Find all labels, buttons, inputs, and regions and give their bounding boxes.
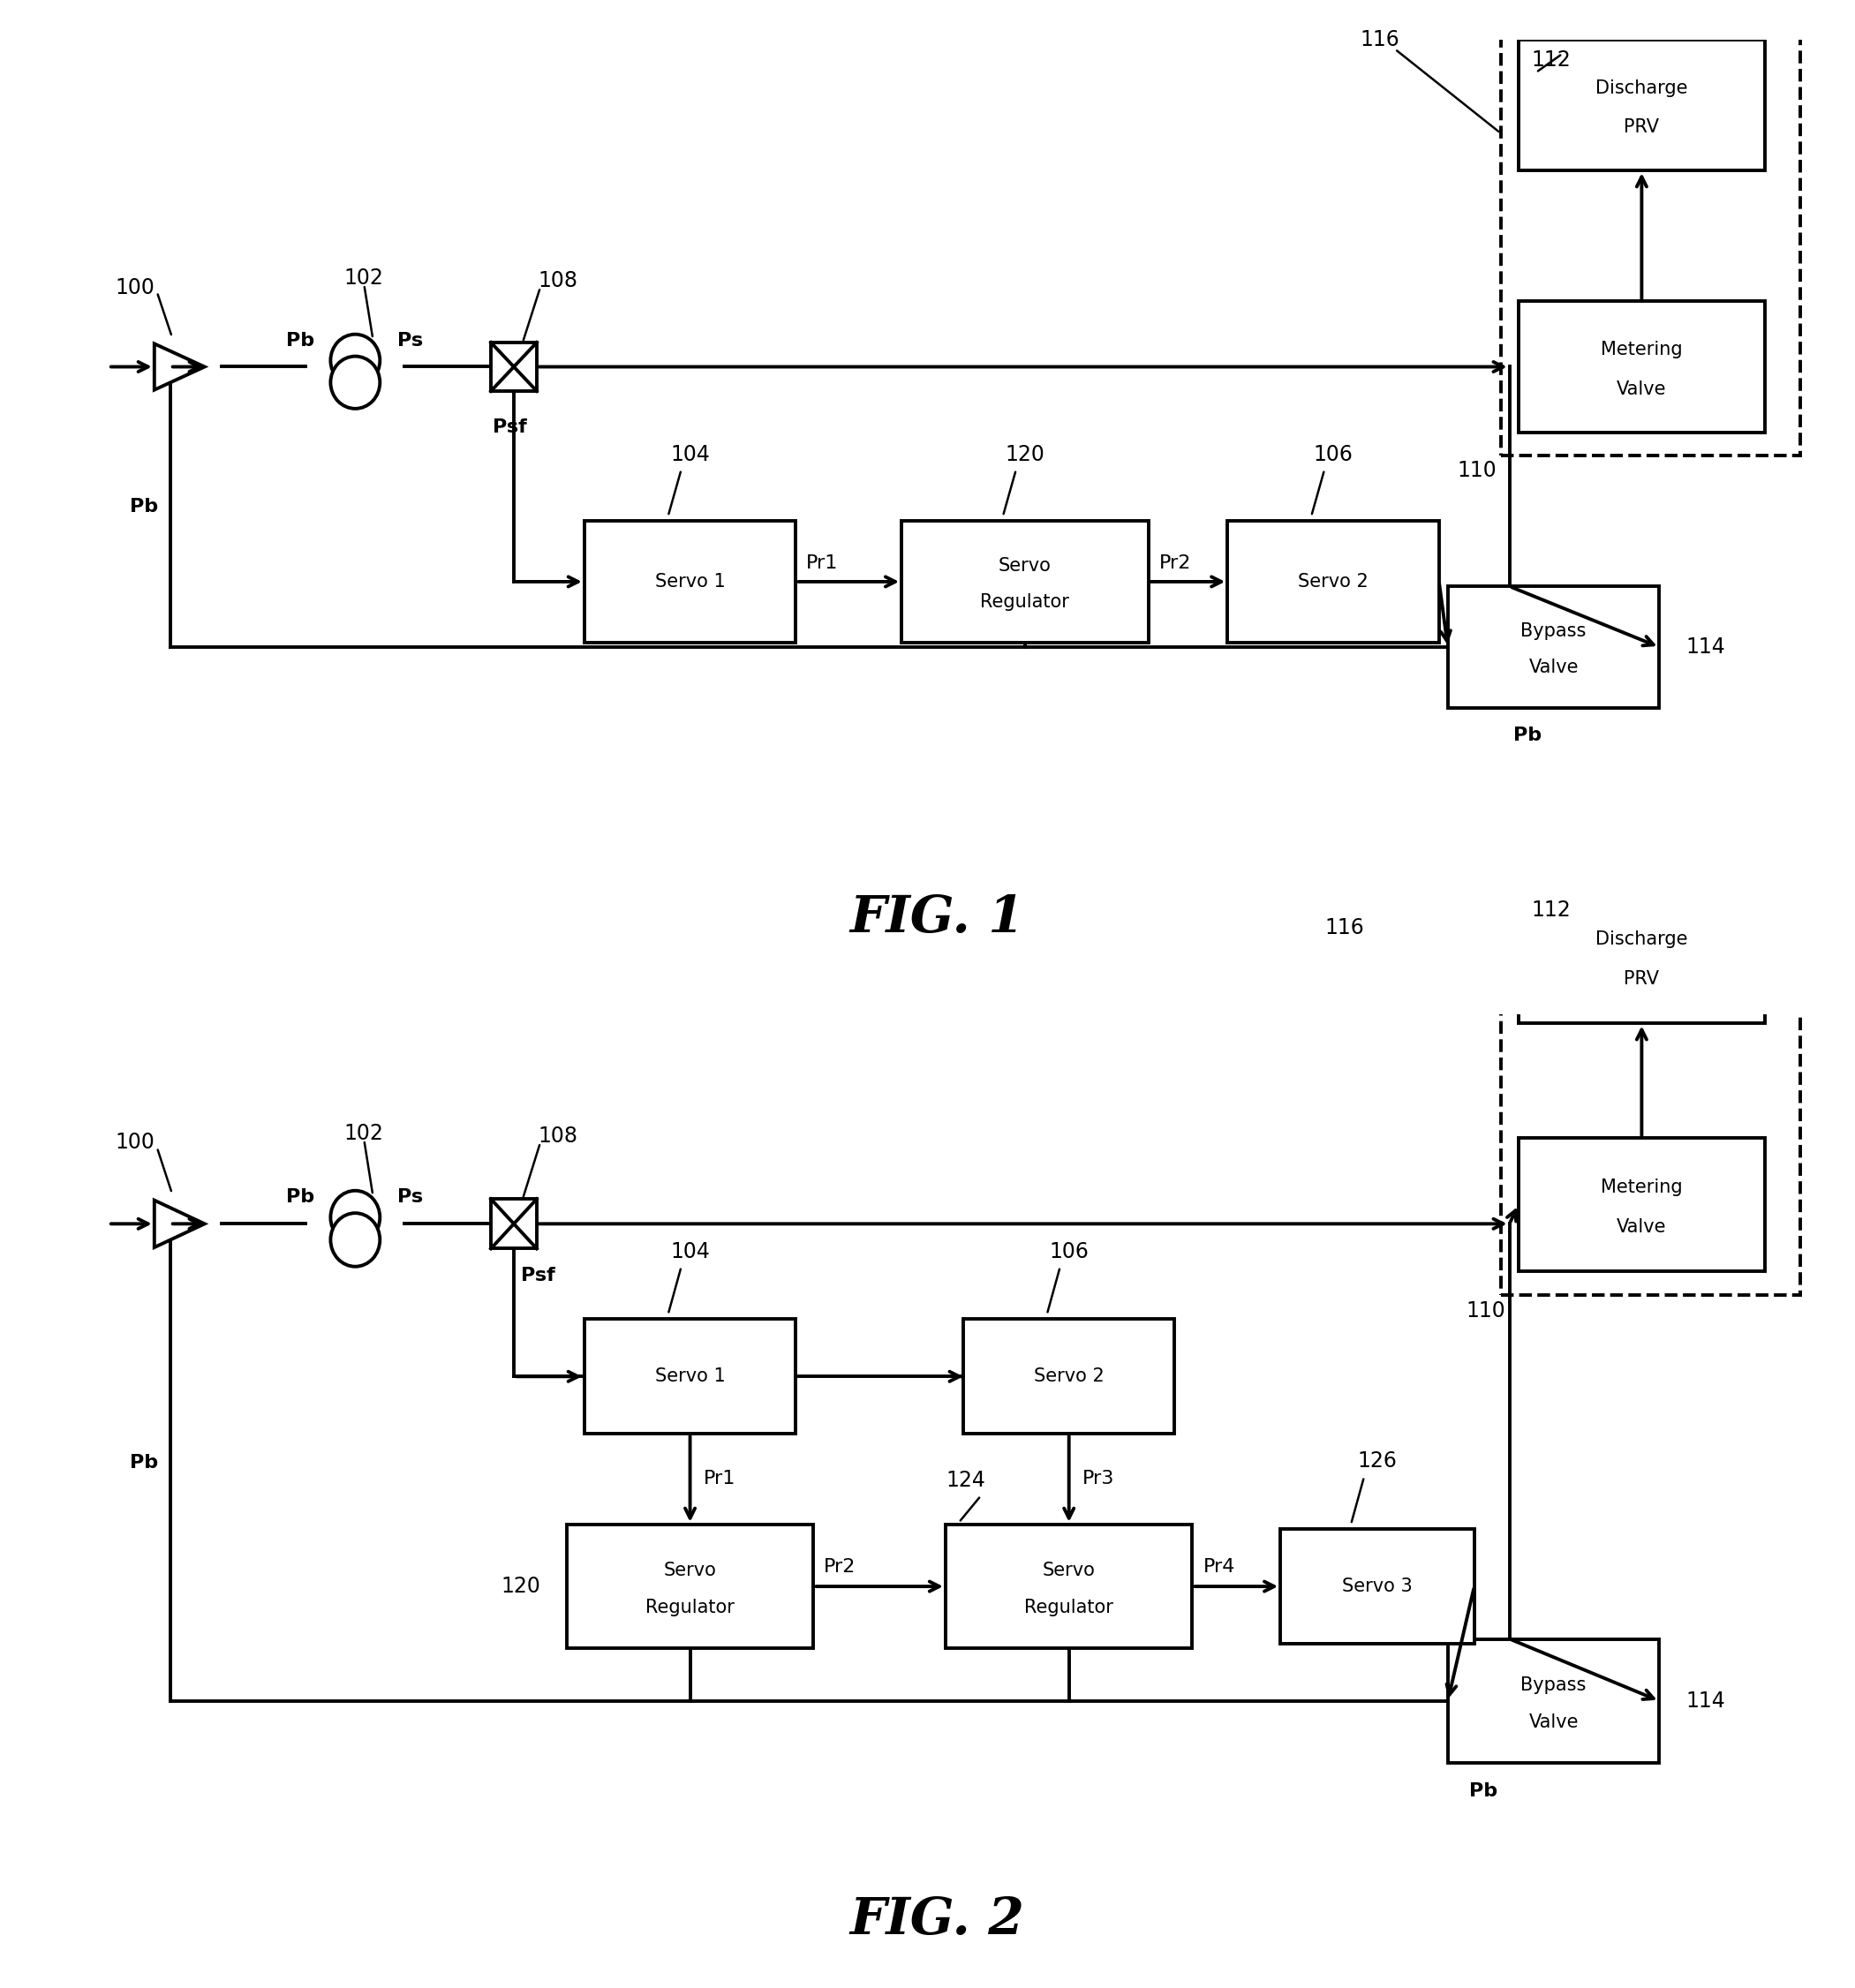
Text: Discharge: Discharge [1595, 80, 1688, 97]
Text: 100: 100 [115, 276, 154, 298]
Text: Discharge: Discharge [1595, 930, 1688, 948]
Circle shape [330, 356, 380, 410]
Bar [492, 342, 536, 392]
Text: Regulator: Regulator [979, 594, 1070, 610]
Text: Servo: Servo [664, 1561, 716, 1578]
Bar [1449, 1638, 1660, 1763]
Text: Ps: Ps [397, 1189, 423, 1207]
Text: Valve: Valve [1529, 658, 1579, 676]
Bar [1519, 891, 1766, 1024]
Text: Pb: Pb [1514, 726, 1542, 744]
Text: Pr3: Pr3 [1081, 1471, 1115, 1487]
Text: FIG. 2: FIG. 2 [850, 1895, 1024, 1946]
Text: Pr2: Pr2 [824, 1559, 857, 1576]
Text: 104: 104 [670, 443, 710, 465]
Text: PRV: PRV [1623, 119, 1660, 137]
Bar [1519, 40, 1766, 171]
Text: Metering: Metering [1601, 342, 1682, 358]
Text: Pr1: Pr1 [703, 1471, 735, 1487]
Text: 116: 116 [1324, 916, 1363, 938]
Text: Servo 3: Servo 3 [1343, 1578, 1412, 1594]
Bar [584, 1320, 796, 1433]
Bar [1519, 302, 1766, 431]
Bar [946, 1525, 1193, 1648]
Text: Metering: Metering [1601, 1179, 1682, 1197]
Text: Psf: Psf [521, 1266, 555, 1284]
Text: 116: 116 [1360, 30, 1399, 50]
Text: 104: 104 [670, 1241, 710, 1262]
Polygon shape [154, 344, 204, 390]
Text: Pb: Pb [286, 332, 315, 350]
Text: 108: 108 [538, 270, 577, 292]
Text: 106: 106 [1313, 443, 1352, 465]
Text: 110: 110 [1465, 1300, 1504, 1322]
Text: Pr4: Pr4 [1202, 1559, 1235, 1576]
Text: 126: 126 [1358, 1451, 1397, 1471]
Text: 102: 102 [345, 268, 384, 288]
Bar [1519, 1137, 1766, 1272]
Text: 100: 100 [115, 1131, 154, 1153]
Text: Servo 1: Servo 1 [655, 573, 725, 590]
Text: 112: 112 [1532, 50, 1571, 70]
Text: Servo 2: Servo 2 [1298, 573, 1369, 590]
Text: Regulator: Regulator [646, 1598, 735, 1616]
Text: 120: 120 [501, 1576, 540, 1596]
Circle shape [330, 334, 380, 386]
Bar [902, 521, 1148, 642]
Text: Pr1: Pr1 [807, 555, 838, 573]
Text: Valve: Valve [1529, 1714, 1579, 1732]
Text: FIG. 1: FIG. 1 [850, 893, 1024, 942]
Bar [1501, 16, 1801, 455]
Bar [1228, 521, 1439, 642]
Text: Servo 2: Servo 2 [1033, 1368, 1104, 1386]
Polygon shape [154, 1201, 204, 1246]
Bar [568, 1525, 814, 1648]
Text: Pr2: Pr2 [1159, 555, 1191, 573]
Text: 120: 120 [1005, 443, 1044, 465]
Bar [584, 521, 796, 642]
Text: Bypass: Bypass [1521, 622, 1586, 640]
Bar [1449, 586, 1660, 708]
Text: 112: 112 [1532, 899, 1571, 920]
Circle shape [330, 1191, 380, 1244]
Text: 124: 124 [946, 1469, 985, 1491]
Bar [492, 1199, 536, 1248]
Text: Pb: Pb [130, 499, 158, 515]
Text: 108: 108 [538, 1125, 577, 1147]
Text: Pb: Pb [130, 1453, 158, 1471]
Bar [1501, 867, 1801, 1296]
Text: 110: 110 [1456, 459, 1497, 481]
Text: 106: 106 [1050, 1241, 1089, 1262]
Text: 114: 114 [1686, 1690, 1725, 1712]
Bar [1280, 1529, 1475, 1644]
Text: Ps: Ps [397, 332, 423, 350]
Text: 102: 102 [345, 1123, 384, 1143]
Text: Servo: Servo [998, 557, 1052, 575]
Text: Regulator: Regulator [1024, 1598, 1113, 1616]
Text: Servo: Servo [1043, 1561, 1094, 1578]
Circle shape [330, 1213, 380, 1266]
Text: PRV: PRV [1623, 970, 1660, 988]
Text: Pb: Pb [1469, 1781, 1497, 1799]
Text: Valve: Valve [1618, 1219, 1666, 1237]
Text: Bypass: Bypass [1521, 1676, 1586, 1694]
Text: Valve: Valve [1618, 380, 1666, 398]
Text: Servo 1: Servo 1 [655, 1368, 725, 1386]
Text: Psf: Psf [492, 417, 527, 435]
Text: 114: 114 [1686, 636, 1725, 658]
Bar [963, 1320, 1174, 1433]
Text: Pb: Pb [286, 1189, 315, 1207]
